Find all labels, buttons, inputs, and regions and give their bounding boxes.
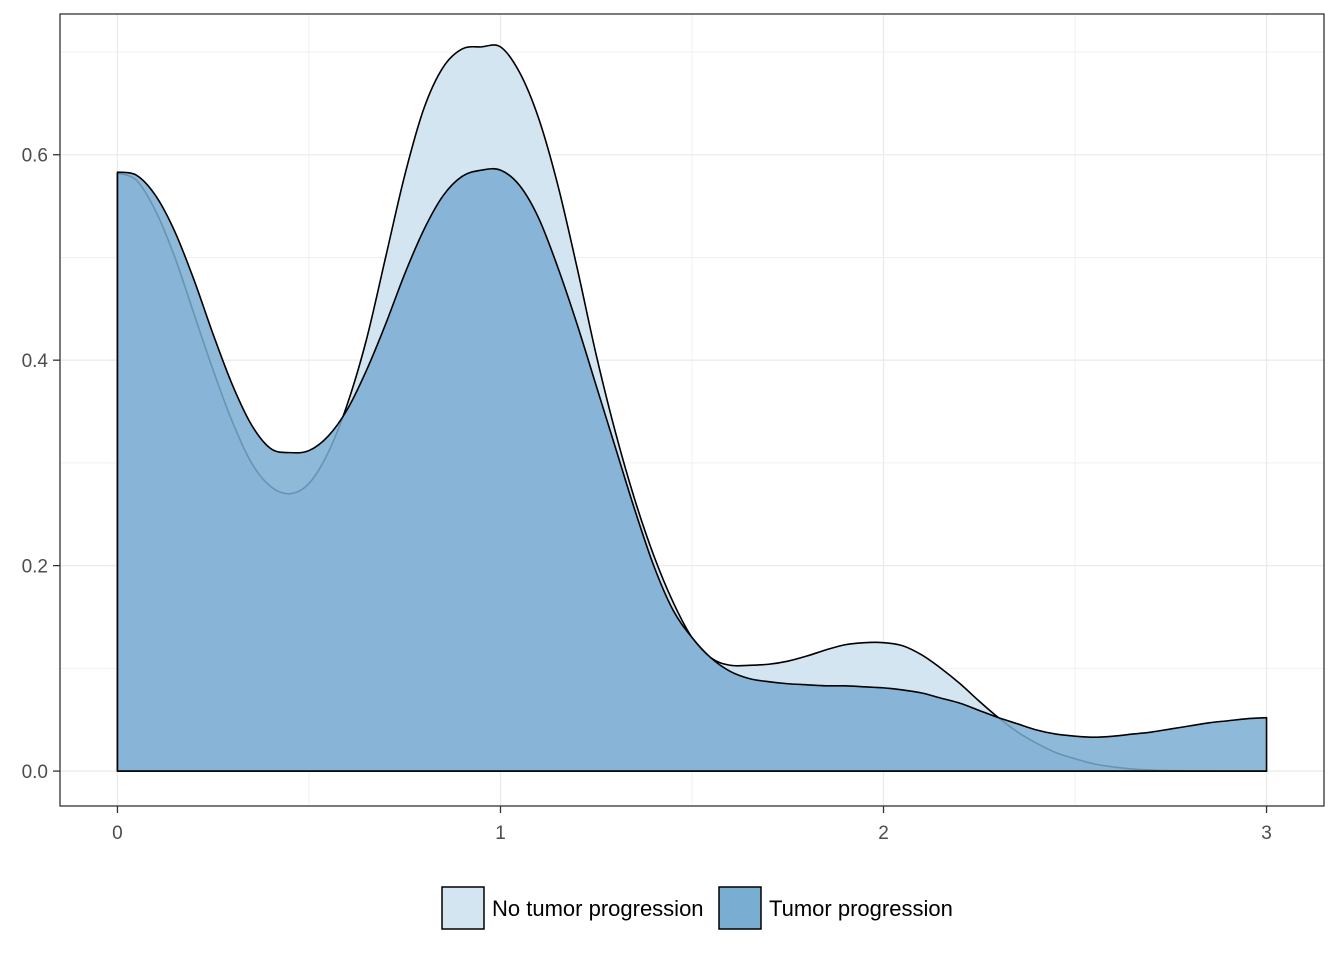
legend-key-tumor-progression xyxy=(718,886,762,930)
y-tick-label: 0.2 xyxy=(22,557,48,578)
legend-label-no-tumor-progression: No tumor progression xyxy=(492,896,704,921)
x-tick-label: 2 xyxy=(878,823,889,844)
y-tick-label: 0.4 xyxy=(22,351,49,372)
legend-key-no-tumor-progression xyxy=(441,886,485,930)
y-tick-label: 0.6 xyxy=(22,146,48,167)
legend: No tumor progression Tumor progression xyxy=(441,886,953,930)
x-tick-label: 0 xyxy=(112,823,123,844)
density-areas xyxy=(116,44,1268,772)
y-tick-label: 0.0 xyxy=(22,762,48,783)
x-axis: 0 1 2 3 xyxy=(112,806,1272,844)
x-tick-label: 1 xyxy=(495,823,506,844)
plot-panel-border xyxy=(59,13,1325,807)
legend-label-tumor-progression: Tumor progression xyxy=(769,896,953,921)
y-axis: 0.0 0.2 0.4 0.6 xyxy=(22,146,60,783)
x-tick-label: 3 xyxy=(1261,823,1272,844)
density-area-tumor-progression xyxy=(116,167,1268,772)
